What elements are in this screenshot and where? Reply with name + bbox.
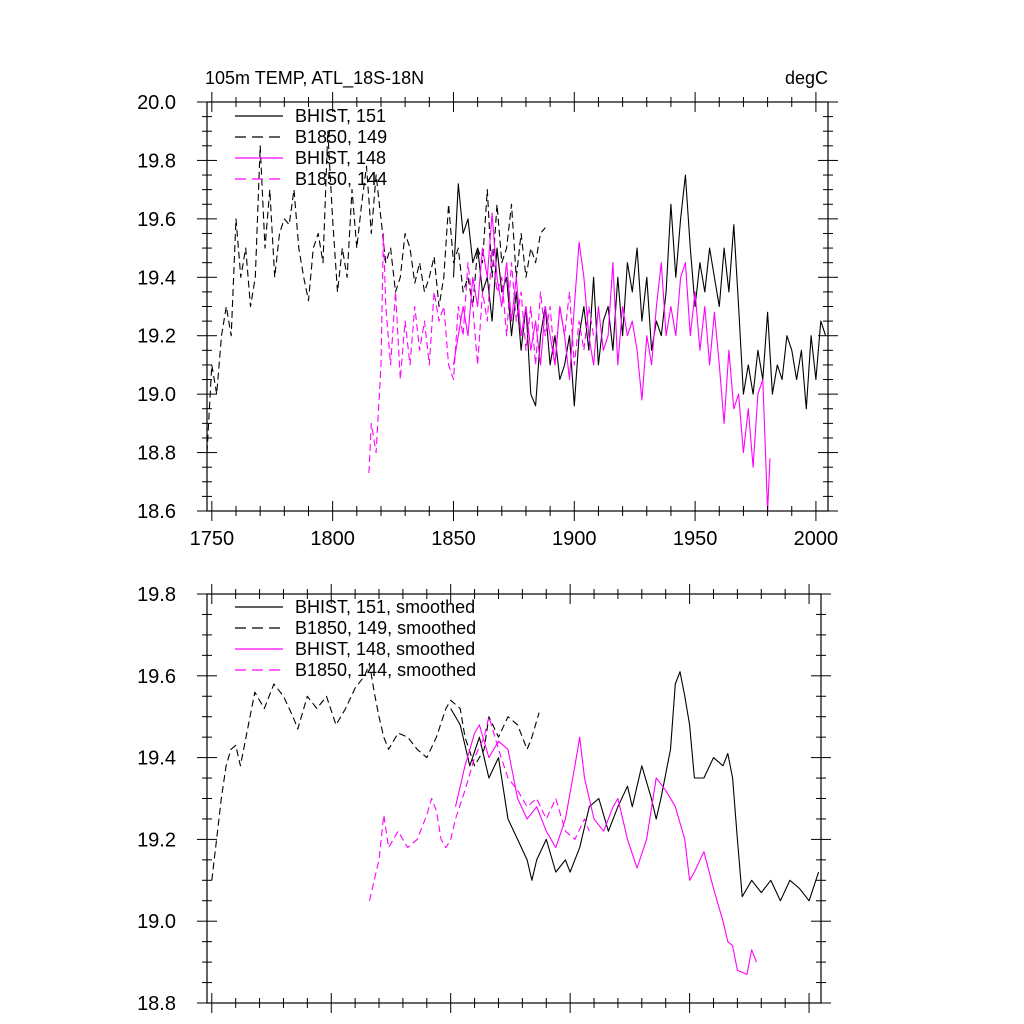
y-tick-label: 19.8 — [137, 150, 176, 172]
series-line-3 — [368, 232, 595, 474]
series-line-1 — [206, 130, 546, 453]
x-tick-label: 1950 — [673, 528, 718, 550]
series-line-2 — [452, 212, 771, 512]
top-panel-series — [206, 130, 827, 512]
y-tick-label: 19.4 — [137, 748, 176, 770]
legend-label: BHIST, 148 — [295, 148, 386, 168]
y-tick-label: 19.0 — [137, 384, 176, 406]
y-tick-label: 18.8 — [137, 993, 176, 1015]
series-line-0 — [450, 671, 820, 902]
legend-label: B1850, 144, smoothed — [295, 660, 476, 680]
y-tick-label: 20.0 — [137, 92, 176, 114]
y-tick-label: 19.2 — [137, 326, 176, 348]
top-panel: 105m TEMP, ATL_18S-18N degC 1750 1800 1850… — [137, 68, 838, 550]
x-tick-label: 1900 — [552, 528, 597, 550]
y-tick-label: 19.6 — [137, 209, 176, 231]
y-tick-label: 19.2 — [137, 829, 176, 851]
legend-label: B1850, 149 — [295, 127, 387, 147]
legend-label: BHIST, 151 — [295, 106, 386, 126]
top-panel-frame — [206, 101, 829, 512]
x-tick-label: 1750 — [190, 528, 235, 550]
legend-label: B1850, 144 — [295, 169, 387, 189]
bottom-panel-frame — [206, 593, 822, 1004]
top-panel-ticks: 1750 1800 1850 1900 1950 2000 18.6 18.8 19.0 19.2… — [137, 92, 838, 550]
x-tick-label: 2000 — [794, 528, 839, 550]
legend-label: BHIST, 151, smoothed — [295, 597, 475, 617]
x-tick-label: 1800 — [310, 528, 355, 550]
y-tick-label: 19.4 — [137, 267, 176, 289]
y-tick-label: 19.6 — [137, 666, 176, 688]
legend-label: B1850, 149, smoothed — [295, 618, 476, 638]
y-tick-label: 18.8 — [137, 443, 176, 465]
series-line-1 — [211, 662, 540, 881]
bottom-panel: 18.8 19.0 19.2 19.4 19.6 19.8 BHIST, 151, smo… — [137, 584, 831, 1015]
series-line-0 — [452, 174, 827, 410]
y-tick-label: 19.8 — [137, 584, 176, 606]
top-panel-units: degC — [785, 68, 828, 88]
y-tick-label: 18.6 — [137, 501, 176, 523]
legend-label: BHIST, 148, smoothed — [295, 639, 475, 659]
series-line-3 — [368, 716, 590, 901]
y-tick-label: 19.0 — [137, 911, 176, 933]
bottom-panel-series — [211, 662, 820, 975]
x-tick-label: 1850 — [431, 528, 476, 550]
bottom-panel-ticks: 18.8 19.0 19.2 19.4 19.6 19.8 — [137, 584, 831, 1015]
top-panel-title: 105m TEMP, ATL_18S-18N — [205, 68, 424, 89]
series-line-2 — [454, 724, 758, 975]
